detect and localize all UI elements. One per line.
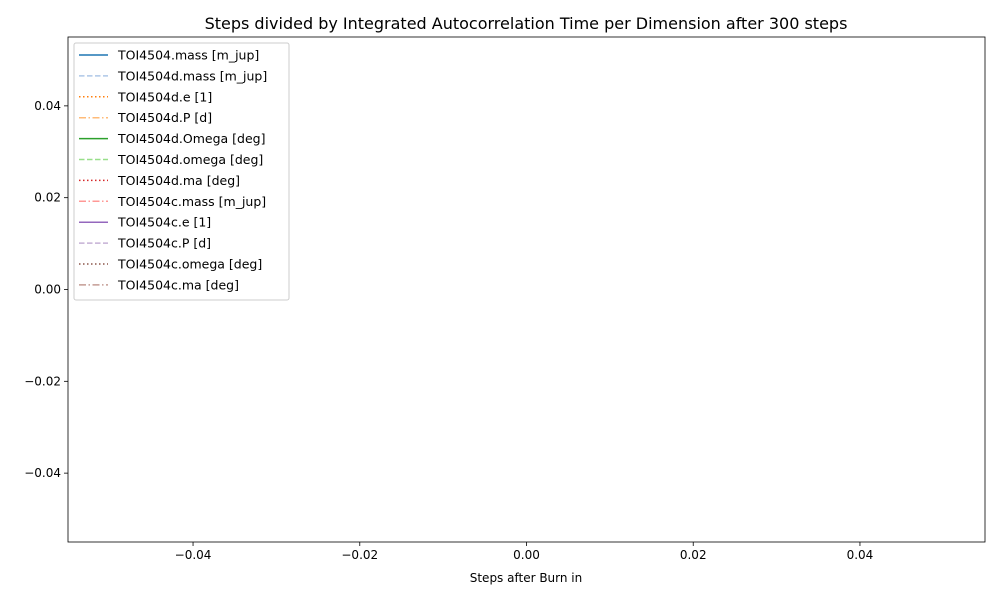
legend-label-4: TOI4504d.P [d] — [117, 110, 212, 125]
legend-label-6: TOI4504d.omega [deg] — [117, 152, 263, 167]
legend-label-11: TOI4504c.omega [deg] — [117, 257, 262, 272]
x-tick-label: −0.04 — [175, 548, 212, 562]
x-tick-label: 0.02 — [680, 548, 707, 562]
y-tick-label: −0.04 — [24, 466, 61, 480]
plot-area-frame — [67, 36, 986, 543]
y-axis-ticks: −0.04 −0.02 0.00 0.02 0.04 — [24, 99, 68, 480]
y-tick-label: −0.02 — [24, 374, 61, 388]
y-tick-label: 0.04 — [34, 99, 61, 113]
legend-label-9: TOI4504c.e [1] — [117, 215, 211, 230]
x-axis-label: Steps after Burn in — [470, 571, 583, 585]
legend-label-5: TOI4504d.Omega [deg] — [117, 131, 265, 146]
x-tick-label: −0.02 — [341, 548, 378, 562]
chart-title: Steps divided by Integrated Autocorrelat… — [205, 14, 848, 33]
y-tick-label: 0.00 — [34, 283, 61, 297]
legend-label-10: TOI4504c.P [d] — [117, 236, 211, 251]
legend-label-2: TOI4504d.mass [m_jup] — [117, 68, 267, 83]
legend: TOI4504.mass [m_jup] TOI4504d.mass [m_jup… — [73, 42, 290, 301]
legend-box — [73, 42, 290, 301]
x-tick-label: 0.04 — [847, 548, 874, 562]
legend-label-7: TOI4504d.ma [deg] — [117, 173, 240, 188]
x-axis-ticks: −0.04 −0.02 0.00 0.02 0.04 — [175, 542, 874, 562]
legend-label-3: TOI4504d.e [1] — [117, 89, 212, 104]
legend-label-1: TOI4504.mass [m_jup] — [117, 48, 259, 63]
x-tick-label: 0.00 — [513, 548, 540, 562]
legend-label-8: TOI4504c.mass [m_jup] — [117, 194, 266, 209]
y-tick-label: 0.02 — [34, 191, 61, 205]
legend-label-12: TOI4504c.ma [deg] — [117, 277, 239, 292]
